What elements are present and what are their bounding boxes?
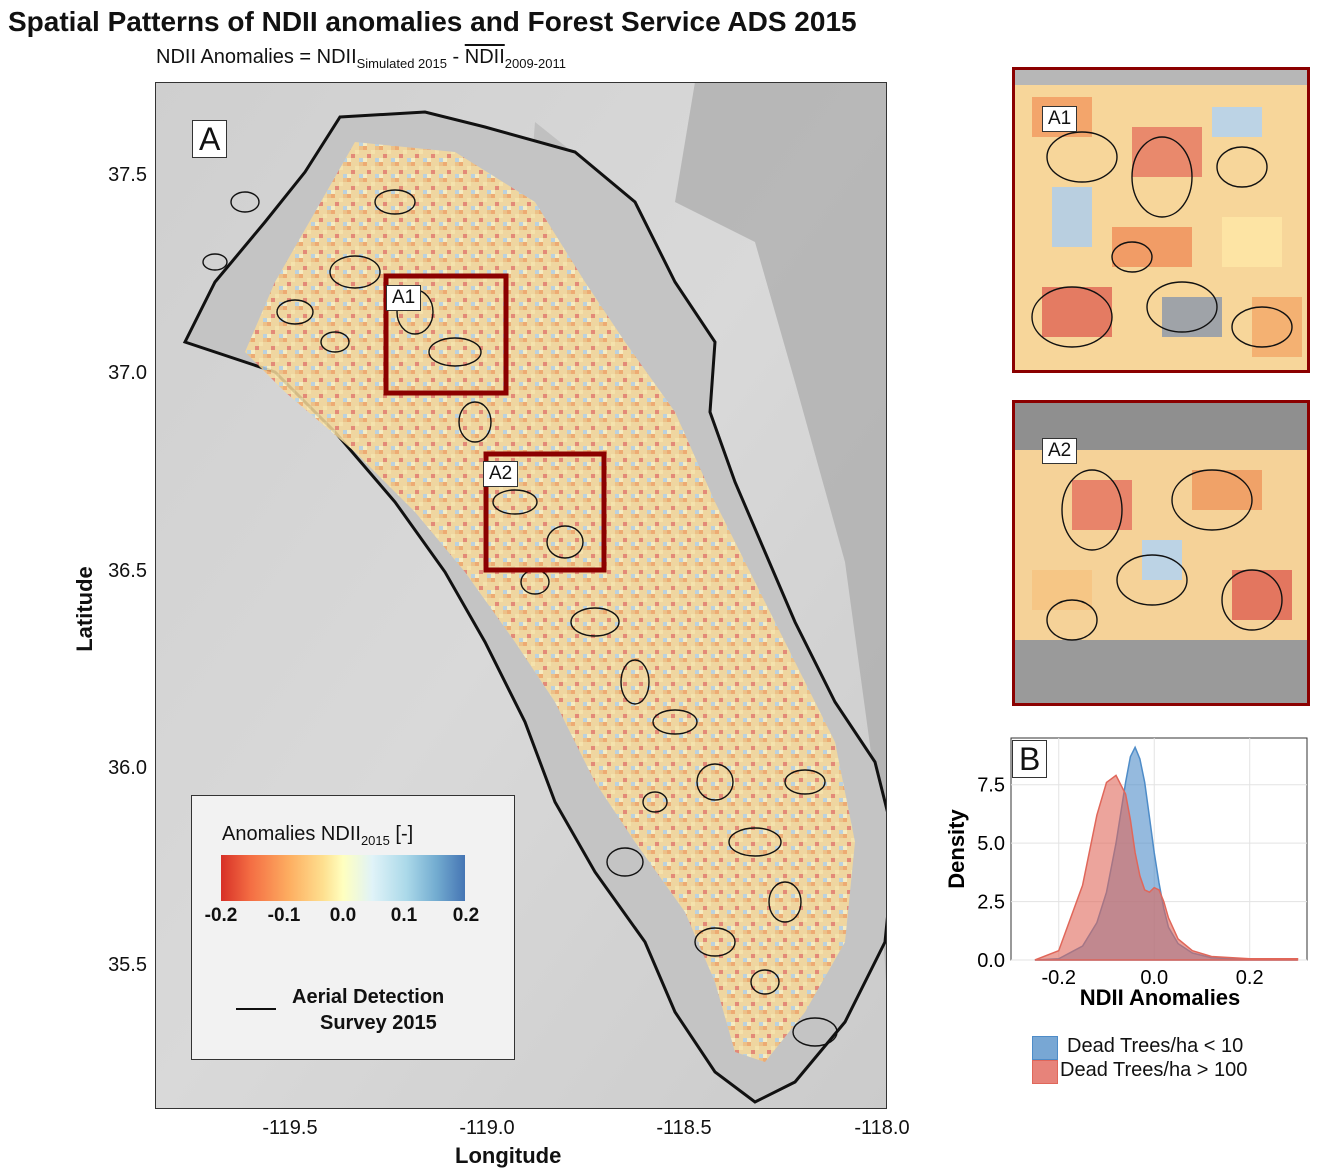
ndii-anomaly-raster [245,142,855,1062]
mountain-relief [675,82,886,982]
legend-title-prefix: Anomalies NDII [222,823,361,845]
subtitle-minus: - [446,46,465,68]
x-tick-label: 0.0 [1140,967,1168,989]
ads-legend-line [236,1008,276,1010]
legend-label-high-mortality: Dead Trees/ha > 100 [1060,1059,1248,1081]
panel-label-b: B [1012,740,1048,778]
inset-map-a1 [1012,67,1310,373]
legend-title: Anomalies NDII2015 [-] [222,823,413,848]
x-tick-label: -118.5 [656,1117,712,1139]
inset-a2-frame [1012,400,1310,706]
legend-title-suffix: [-] [389,823,414,845]
density-y-title: Density [944,809,969,889]
y-tick-label: 37.0 [108,362,147,384]
panel-label-a: A [192,120,228,158]
legend-swatch-high-mortality [1032,1060,1058,1084]
density-area-high-mortality [1034,774,1299,961]
y-tick-label: 36.5 [108,560,147,582]
inset-box-a2 [483,451,607,573]
subtitle-bar-term: NDII [464,46,505,68]
legend-swatch-low-mortality [1032,1036,1058,1060]
y-tick-label: 2.5 [977,892,1005,914]
subtitle-sub1: Simulated 2015 [356,56,447,71]
legend-label-low-mortality: Dead Trees/ha < 10 [1067,1035,1244,1057]
ads-legend-line2: Survey 2015 [320,1012,437,1034]
x-tick-label: -119.5 [262,1117,318,1139]
density-areas [1034,745,1299,961]
inset-a1-frame [1012,67,1310,373]
inset-box-a1 [383,273,509,396]
inset-label-a2-main: A2 [483,461,519,487]
inset-label-a1: A1 [1042,106,1078,132]
legend-title-sub: 2015 [360,833,390,848]
inset-a2-pixels [1012,400,1310,706]
colorbar-tick: 0.0 [329,905,357,926]
ads-legend-text: Aerial Detection Survey 2015 [292,984,444,1036]
figure-subtitle: NDII Anomalies = NDIISimulated 2015 - ND… [156,46,566,71]
inset-a2-ads-polygons [1046,469,1283,641]
subtitle-sub2: 2009-2011 [504,56,566,71]
y-tick-label: 0.0 [977,950,1005,972]
y-tick-label: 36.0 [108,757,147,779]
map-legend [191,795,515,1060]
density-ticks: -0.2 0.0 0.2 0.0 2.5 5.0 7.5 [977,775,1263,989]
colorbar [221,855,465,901]
density-x-title: NDII Anomalies [1080,985,1241,1010]
x-tick-label: 0.2 [1236,967,1264,989]
colorbar-tick: -0.2 [204,905,238,926]
x-tick-label: -0.2 [1042,967,1076,989]
y-tick-label: 35.5 [108,954,147,976]
y-tick-label: 5.0 [977,833,1005,855]
ads-legend-line1: Aerial Detection [292,986,445,1008]
colorbar-tick: -0.1 [267,905,301,926]
inset-label-a2: A2 [1042,438,1078,464]
colorbar-tick: 0.2 [452,905,480,926]
inset-a1-ads-polygons [1031,131,1293,348]
colorbar-tick: 0.1 [390,905,418,926]
y-tick-label: 37.5 [108,164,147,186]
x-tick-label: -118.0 [854,1117,910,1139]
x-axis-title: Longitude [455,1143,562,1168]
inset-label-a1-main: A1 [386,285,422,311]
density-chart: -0.2 0.0 0.2 0.0 2.5 5.0 7.5 NDII Anomalies De… [944,737,1308,1010]
figure-title: Spatial Patterns of NDII anomalies and F… [8,6,857,37]
x-tick-label: -119.0 [459,1117,515,1139]
y-tick-label: 7.5 [977,775,1005,797]
subtitle-prefix: NDII Anomalies = NDII [156,46,357,68]
y-axis-title: Latitude [72,566,97,652]
map-frame [155,82,887,1109]
